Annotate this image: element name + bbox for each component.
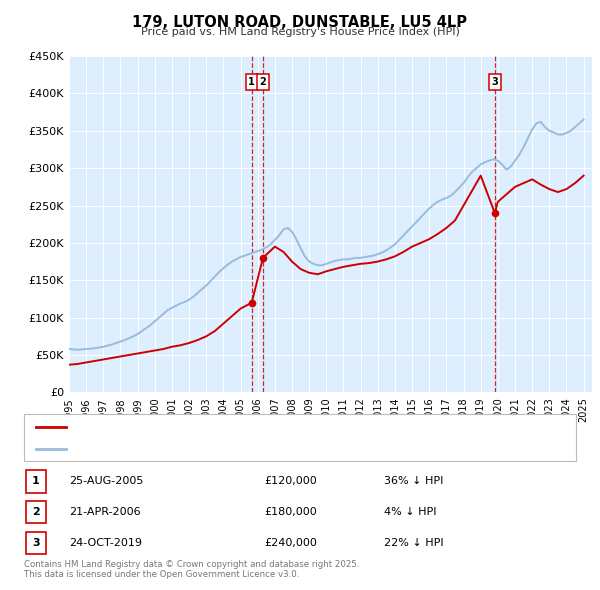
Text: 4% ↓ HPI: 4% ↓ HPI xyxy=(384,507,437,517)
Text: 36% ↓ HPI: 36% ↓ HPI xyxy=(384,477,443,486)
Text: 3: 3 xyxy=(32,538,40,548)
Text: 1: 1 xyxy=(32,477,40,486)
Text: HPI: Average price, semi-detached house, Central Bedfordshire: HPI: Average price, semi-detached house,… xyxy=(72,444,402,454)
Text: £180,000: £180,000 xyxy=(264,507,317,517)
Text: 1: 1 xyxy=(248,77,255,87)
Text: £240,000: £240,000 xyxy=(264,538,317,548)
Text: 3: 3 xyxy=(491,77,498,87)
Text: 21-APR-2006: 21-APR-2006 xyxy=(69,507,140,517)
Text: 25-AUG-2005: 25-AUG-2005 xyxy=(69,477,143,486)
Text: 179, LUTON ROAD, DUNSTABLE, LU5 4LP (semi-detached house): 179, LUTON ROAD, DUNSTABLE, LU5 4LP (sem… xyxy=(72,422,407,432)
Text: 2: 2 xyxy=(32,507,40,517)
Text: 2: 2 xyxy=(260,77,266,87)
Text: 179, LUTON ROAD, DUNSTABLE, LU5 4LP: 179, LUTON ROAD, DUNSTABLE, LU5 4LP xyxy=(133,15,467,30)
Text: 22% ↓ HPI: 22% ↓ HPI xyxy=(384,538,443,548)
Text: Price paid vs. HM Land Registry's House Price Index (HPI): Price paid vs. HM Land Registry's House … xyxy=(140,27,460,37)
Text: £120,000: £120,000 xyxy=(264,477,317,486)
Text: 24-OCT-2019: 24-OCT-2019 xyxy=(69,538,142,548)
Text: Contains HM Land Registry data © Crown copyright and database right 2025.
This d: Contains HM Land Registry data © Crown c… xyxy=(24,560,359,579)
